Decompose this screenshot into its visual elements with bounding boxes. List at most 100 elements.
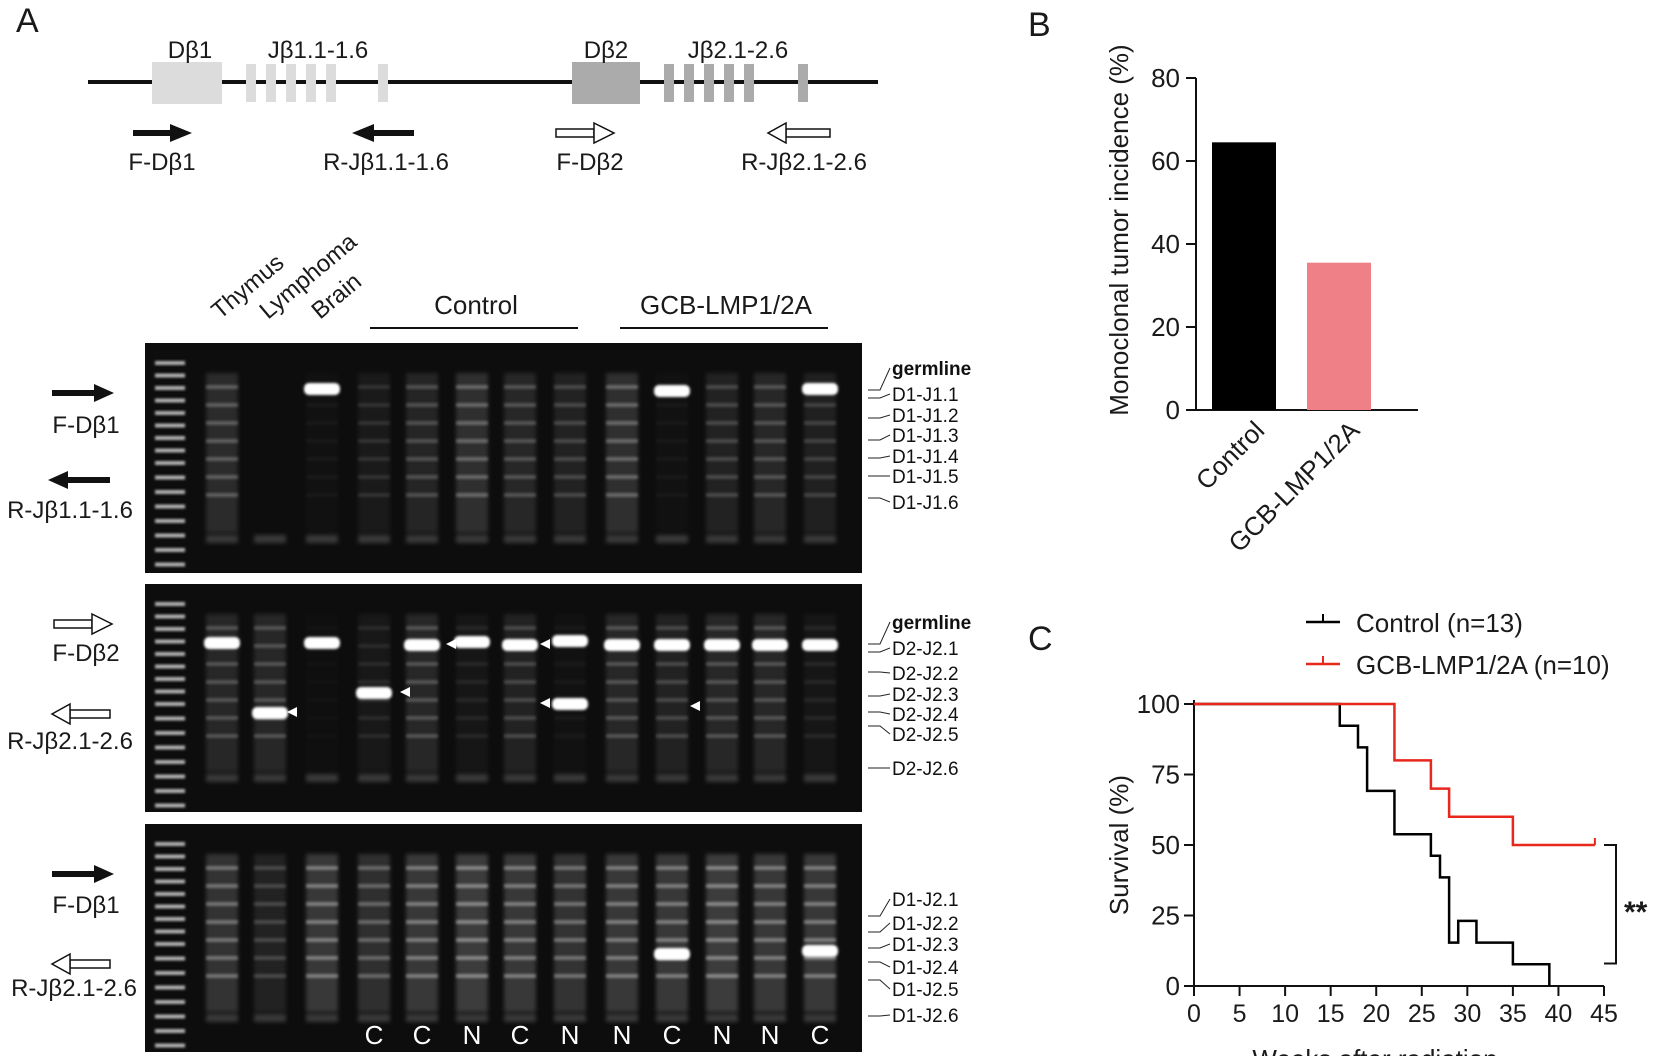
survival-curve-control bbox=[1194, 702, 1551, 986]
svg-text:D2-J2.3: D2-J2.3 bbox=[892, 685, 959, 706]
gel-bright-band bbox=[454, 636, 490, 648]
gel-lane bbox=[554, 373, 586, 543]
panel-label-a: A bbox=[16, 2, 39, 40]
gel-ladder bbox=[155, 842, 185, 1048]
gel-lane bbox=[754, 854, 786, 1022]
band-label: D1-J1.2 bbox=[868, 406, 959, 427]
gel-lane bbox=[706, 854, 738, 1022]
svg-text:D1-J2.3: D1-J2.3 bbox=[892, 935, 959, 956]
gel-bright-band bbox=[654, 385, 690, 397]
band-label: D2-J2.4 bbox=[868, 705, 959, 726]
gel-lane bbox=[456, 854, 488, 1022]
category-label: Control bbox=[1190, 415, 1270, 495]
gel-lane bbox=[606, 854, 638, 1022]
gel-lane bbox=[554, 854, 586, 1022]
gel3-primers: F-Dβ1 R-Jβ2.1-2.6 bbox=[11, 865, 137, 1002]
gel-lane bbox=[406, 854, 438, 1022]
primer-arrow-r-jbeta1 bbox=[352, 124, 414, 142]
bar-gcb-lmp1-2a bbox=[1307, 262, 1371, 410]
survival-chart: 0 25 50 75 100 0 5 10 15 20 25 30 35 40 45 Weeks after … bbox=[1104, 608, 1648, 1056]
clonality-label: C bbox=[365, 1020, 384, 1050]
band-label: D1-J2.3 bbox=[868, 935, 959, 956]
band-label: D1-J1.5 bbox=[868, 467, 959, 488]
gel-bright-band bbox=[802, 945, 838, 957]
gel-panel-1 bbox=[145, 343, 862, 573]
y-tick-label: 40 bbox=[1151, 229, 1180, 259]
clonality-label: C bbox=[413, 1020, 432, 1050]
gel-lane bbox=[656, 854, 688, 1022]
gel-bright-band bbox=[252, 707, 288, 719]
gel-bright-band bbox=[604, 639, 640, 651]
band-label: D2-J2.6 bbox=[868, 759, 959, 780]
gel-bright-band bbox=[802, 639, 838, 651]
gel-bright-band bbox=[404, 639, 440, 651]
gel-bright-band bbox=[654, 639, 690, 651]
y-tick-label: 100 bbox=[1137, 689, 1180, 719]
group-label-gcb: GCB-LMP1/2A bbox=[640, 290, 813, 320]
gel-lane bbox=[254, 535, 286, 543]
gel-lane bbox=[456, 373, 488, 543]
band-label: D2-J2.3 bbox=[868, 685, 959, 706]
gel-lane bbox=[554, 774, 586, 782]
gel-bright-band bbox=[654, 948, 690, 960]
svg-text:D2-J2.1: D2-J2.1 bbox=[892, 639, 959, 660]
gel-bright-band bbox=[304, 637, 340, 649]
significance-bracket bbox=[1604, 844, 1617, 965]
clonal-band-marker bbox=[690, 701, 700, 711]
svg-text:D1-J1.5: D1-J1.5 bbox=[892, 467, 959, 488]
gel-lane bbox=[306, 774, 338, 782]
gel3-primer-forward: F-Dβ1 bbox=[52, 892, 119, 919]
gel-bright-band bbox=[704, 639, 740, 651]
svg-text:D1-J1.3: D1-J1.3 bbox=[892, 426, 959, 447]
y-tick-label: 25 bbox=[1151, 901, 1180, 931]
gel1-primer-reverse: R-Jβ1.1-1.6 bbox=[7, 497, 133, 524]
clonal-band-marker bbox=[540, 698, 550, 708]
clonality-label: C bbox=[811, 1020, 830, 1050]
svg-text:D1-J2.2: D1-J2.2 bbox=[892, 914, 959, 935]
y-tick-label: 0 bbox=[1166, 971, 1180, 1001]
gel-lane bbox=[254, 854, 286, 1022]
y-tick-label: 75 bbox=[1151, 760, 1180, 790]
clonal-band-marker bbox=[446, 639, 456, 649]
x-tick-label: 10 bbox=[1271, 1000, 1299, 1028]
band-label: D1-J1.1 bbox=[868, 385, 959, 406]
gel-bright-band bbox=[502, 639, 538, 651]
x-tick-label: 35 bbox=[1499, 1000, 1527, 1028]
gel-lane bbox=[306, 535, 338, 543]
x-axis-label: Weeks after radiation bbox=[1252, 1044, 1497, 1056]
gel-bright-band bbox=[304, 383, 340, 395]
j-beta2-segments bbox=[664, 64, 808, 102]
x-tick-label: 40 bbox=[1545, 1000, 1573, 1028]
gel2-primer-forward: F-Dβ2 bbox=[52, 640, 119, 667]
gel-bright-band bbox=[552, 635, 588, 647]
svg-text:D1-J2.5: D1-J2.5 bbox=[892, 980, 959, 1001]
gel-bright-band bbox=[752, 639, 788, 651]
gel-lane bbox=[206, 373, 238, 543]
primer-label-f-dbeta2: F-Dβ2 bbox=[556, 149, 623, 176]
gel-lane bbox=[358, 854, 390, 1022]
x-tick-label: 15 bbox=[1317, 1000, 1345, 1028]
band-label: D1-J1.3 bbox=[868, 426, 959, 447]
svg-text:germline: germline bbox=[892, 359, 971, 380]
band-label: D1-J2.5 bbox=[868, 979, 959, 1001]
significance-label: ** bbox=[1624, 896, 1648, 929]
gel-bright-band bbox=[802, 383, 838, 395]
gel2-primer-reverse: R-Jβ2.1-2.6 bbox=[7, 728, 133, 755]
y-tick-label: 80 bbox=[1151, 63, 1180, 93]
gene-map: Dβ1 Jβ1.1-1.6 Dβ2 Jβ2.1-2.6 F-Dβ1 R-Jβ1.… bbox=[88, 37, 878, 176]
band-label: D2-J2.1 bbox=[868, 639, 959, 660]
svg-text:D1-J1.6: D1-J1.6 bbox=[892, 493, 959, 514]
svg-text:D1-J1.4: D1-J1.4 bbox=[892, 447, 959, 468]
svg-text:Control (n=13): Control (n=13) bbox=[1356, 608, 1523, 638]
gel-lane bbox=[804, 854, 836, 1022]
x-tick-label: 5 bbox=[1233, 1000, 1247, 1028]
y-axis-label: Survival (%) bbox=[1104, 775, 1134, 915]
clonality-label: N bbox=[463, 1020, 482, 1050]
clonality-label: N bbox=[713, 1020, 732, 1050]
svg-text:D2-J2.6: D2-J2.6 bbox=[892, 759, 959, 780]
band-label: D1-J2.1 bbox=[868, 890, 959, 917]
segment-label-j-beta2: Jβ2.1-2.6 bbox=[688, 37, 789, 64]
gel-lane bbox=[254, 614, 286, 782]
svg-text:D2-J2.4: D2-J2.4 bbox=[892, 705, 959, 726]
